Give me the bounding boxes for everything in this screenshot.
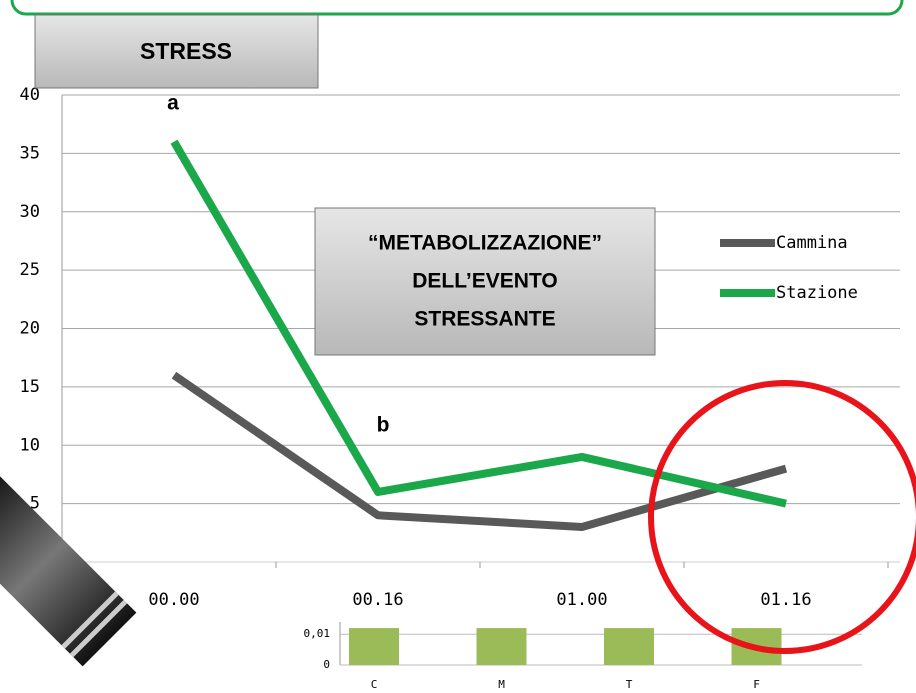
annotation: b bbox=[377, 414, 390, 437]
stress-label: STRESS bbox=[140, 38, 232, 64]
highlight-circle bbox=[651, 383, 916, 651]
x-tick-label: T bbox=[626, 678, 633, 691]
x-tick-label: 01.00 bbox=[556, 590, 607, 610]
y-tick-label: 0,01 bbox=[304, 627, 331, 640]
y-tick-label: 0 bbox=[323, 658, 330, 671]
y-tick-label: 25 bbox=[20, 260, 40, 280]
legend-label: Cammina bbox=[776, 233, 848, 253]
y-tick-label: 35 bbox=[20, 143, 40, 163]
x-tick-label: M bbox=[498, 678, 505, 691]
x-tick-label: 00.16 bbox=[352, 590, 403, 610]
note-line: DELL’EVENTO bbox=[412, 270, 557, 293]
bar bbox=[604, 628, 654, 665]
note-line: STRESSANTE bbox=[414, 308, 555, 331]
slide: 51015202530354000.0000.1601.0001.16Cammi… bbox=[0, 0, 916, 693]
x-tick-label: 01.16 bbox=[760, 590, 811, 610]
y-tick-label: 20 bbox=[20, 319, 40, 339]
bar bbox=[477, 628, 527, 665]
header-box bbox=[12, 0, 902, 14]
pen-decoration bbox=[0, 471, 136, 666]
series-line bbox=[174, 375, 786, 527]
x-tick-label: C bbox=[371, 678, 378, 691]
x-tick-label: 00.00 bbox=[148, 590, 199, 610]
y-tick-label: 15 bbox=[20, 377, 40, 397]
annotation: a bbox=[167, 92, 179, 115]
x-tick-label: F bbox=[753, 678, 760, 691]
note-line: “METABOLIZZAZIONE” bbox=[368, 232, 602, 255]
y-tick-label: 30 bbox=[20, 202, 40, 222]
legend-label: Stazione bbox=[776, 283, 858, 303]
bar bbox=[349, 628, 399, 665]
y-tick-label: 10 bbox=[20, 435, 40, 455]
